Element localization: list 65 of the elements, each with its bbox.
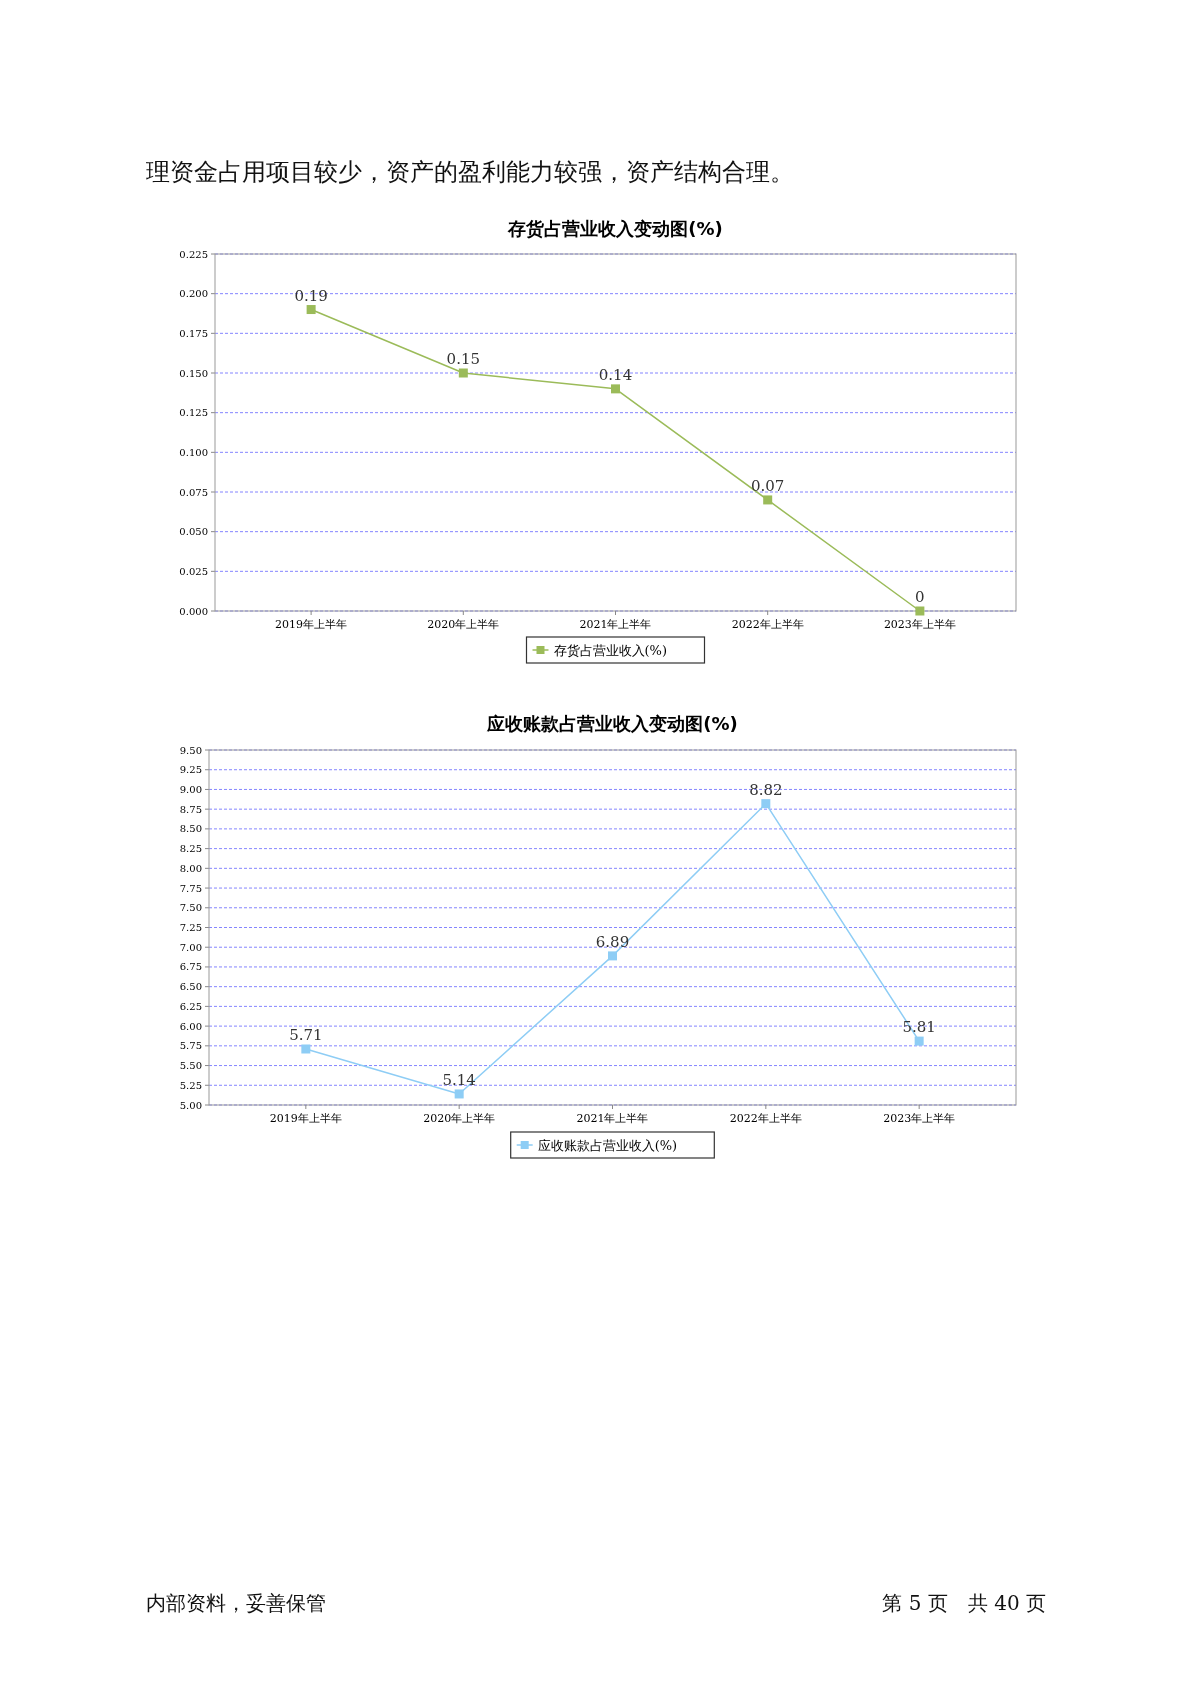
y-tick-label: 6.50 <box>179 981 202 993</box>
x-tick-label: 2021年上半年 <box>576 1112 649 1125</box>
text: 第 5 页 共 40 页 <box>882 1591 1046 1615</box>
y-tick-label: 7.00 <box>179 941 202 953</box>
data-label: 5.81 <box>902 1018 936 1037</box>
y-tick-label: 9.00 <box>179 783 202 795</box>
y-tick-label: 7.50 <box>179 902 202 914</box>
y-tick-label: 8.00 <box>179 862 202 874</box>
y-tick-label: 7.25 <box>179 922 202 933</box>
y-tick-label: 0.225 <box>179 248 208 260</box>
data-label: 6.89 <box>595 932 630 951</box>
data-label: 0 <box>915 588 925 606</box>
point <box>458 368 468 378</box>
y-tick-label: 9.50 <box>179 744 202 756</box>
point <box>611 384 620 394</box>
text: 理资金占用项目较少，资产的盈利能力较强，资产结构合理。 <box>146 158 794 186</box>
y-tick-label: 5.25 <box>179 1079 202 1091</box>
data-label: 0.07 <box>750 476 785 495</box>
y-tick-label: 0.000 <box>179 605 208 617</box>
y-tick-label: 5.00 <box>179 1099 202 1111</box>
y-tick-label: 7.75 <box>179 882 202 894</box>
y-tick-label: 0.175 <box>179 327 208 339</box>
data-label: 5.14 <box>442 1070 476 1089</box>
y-tick-label: 6.00 <box>179 1020 202 1032</box>
point <box>914 1036 924 1046</box>
data-label: 0.19 <box>294 286 328 305</box>
point <box>761 799 771 809</box>
x-tick-label: 2021年上半年 <box>579 618 652 631</box>
x-tick-label: 2020年上半年 <box>427 618 500 631</box>
chart-title: 存货占营业收入变动图(%) <box>507 218 723 239</box>
y-tick-label: 8.75 <box>179 803 202 815</box>
point <box>915 606 925 616</box>
legend-label: 应收账款占营业收入(%) <box>537 1138 678 1153</box>
y-tick-label: 5.75 <box>179 1040 202 1052</box>
y-tick-label: 5.50 <box>179 1060 202 1072</box>
y-tick-label: 0.125 <box>179 407 208 419</box>
x-tick-label: 2022年上半年 <box>729 1112 802 1125</box>
point <box>763 495 773 505</box>
x-tick-label: 2019年上半年 <box>275 618 348 631</box>
legend-label: 存货占营业收入(%) <box>553 643 667 658</box>
y-tick-label: 8.50 <box>179 823 202 835</box>
x-tick-label: 2019年上半年 <box>269 1112 342 1125</box>
x-tick-label: 2022年上半年 <box>731 618 804 631</box>
y-tick-label: 6.25 <box>179 1000 202 1012</box>
point <box>608 951 617 961</box>
data-label: 0.15 <box>446 350 481 368</box>
data-label: 0.14 <box>598 365 633 384</box>
x-tick-label: 2023年上半年 <box>883 618 956 631</box>
y-tick-label: 9.25 <box>179 764 202 776</box>
y-tick-label: 0.150 <box>179 367 208 379</box>
x-tick-label: 2023年上半年 <box>883 1112 956 1125</box>
point <box>454 1089 464 1099</box>
point <box>301 1044 311 1054</box>
y-tick-label: 0.075 <box>179 486 208 498</box>
y-tick-label: 0.050 <box>179 526 208 538</box>
y-tick-label: 0.025 <box>179 565 208 577</box>
y-tick-label: 6.75 <box>179 961 202 973</box>
data-label: 5.71 <box>289 1025 323 1044</box>
point <box>306 305 316 315</box>
y-tick-label: 0.100 <box>179 446 208 458</box>
chart-title: 应收账款占营业收入变动图(%) <box>486 713 738 734</box>
text: 内部资料，妥善保管 <box>146 1591 326 1615</box>
x-tick-label: 2020年上半年 <box>423 1112 496 1125</box>
y-tick-label: 8.25 <box>179 843 202 855</box>
y-tick-label: 0.200 <box>179 288 208 300</box>
